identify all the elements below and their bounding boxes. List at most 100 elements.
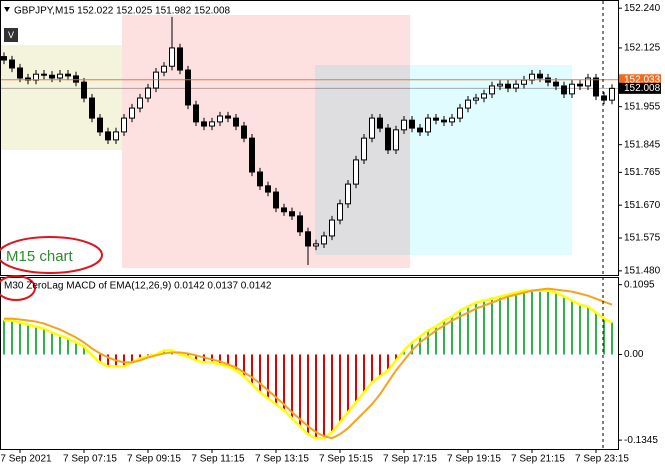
toggle-button[interactable]	[4, 28, 18, 42]
candle-body	[505, 83, 511, 89]
session-box	[0, 45, 122, 150]
candle-body	[145, 87, 151, 99]
toggle-button-label[interactable]: V	[8, 30, 14, 40]
candle-body	[593, 77, 599, 97]
candle-body	[193, 104, 199, 123]
x-tick-label: 7 Sep 09:15	[127, 454, 181, 465]
candle-body	[553, 81, 559, 87]
price-label: 152.008	[624, 83, 661, 94]
candle-body	[73, 75, 79, 83]
candle-body	[97, 117, 103, 133]
chart-title: GBPJPY,M15 152.022 152.025 151.982 152.0…	[14, 6, 231, 17]
candle-body	[217, 115, 223, 123]
candle-body	[457, 107, 463, 119]
candle-body	[201, 121, 207, 127]
candle-body	[161, 65, 167, 73]
candle-body	[65, 73, 71, 77]
candle-body	[401, 119, 407, 131]
y-tick-label: 152.125	[624, 43, 661, 54]
candle-body	[385, 127, 391, 151]
candle-body	[585, 77, 591, 87]
macd-frame	[0, 277, 619, 450]
x-tick-label: 7 Sep 23:15	[575, 454, 629, 465]
candle-body	[169, 47, 175, 67]
annotation: M15 chart	[6, 248, 74, 265]
x-tick-label: 7 Sep 11:15	[191, 454, 245, 465]
candle-body	[473, 97, 479, 101]
candle-body	[561, 85, 567, 95]
x-tick-label: 7 Sep 07:15	[63, 454, 117, 465]
y-tick-label: 151.480	[624, 265, 661, 276]
candle-body	[137, 97, 143, 109]
x-tick-label: 7 Sep 13:15	[255, 454, 309, 465]
x-tick-label: 7 Sep 17:15	[383, 454, 437, 465]
macd-pane	[3, 287, 613, 440]
candle-body	[129, 107, 135, 119]
price-label-box	[619, 82, 661, 94]
candle-body	[449, 117, 455, 123]
candle-body	[289, 211, 295, 217]
candle-body	[1, 56, 7, 61]
candle-body	[57, 73, 63, 79]
candle-body	[609, 87, 615, 101]
candle-body	[513, 83, 519, 89]
indicator-title: M30 ZeroLag MACD of EMA(12,26,9) 0.0142 …	[4, 281, 272, 292]
y-tick-label: 152.240	[624, 3, 661, 14]
candle-body	[577, 83, 583, 87]
candle-body	[313, 243, 319, 247]
candle-body	[425, 117, 431, 133]
candle-body	[321, 235, 327, 245]
candle-body	[281, 207, 287, 213]
candle-body	[537, 73, 543, 79]
x-tick-label: 7 Sep 21:15	[511, 454, 565, 465]
candle-body	[489, 85, 495, 95]
candle-body	[257, 171, 263, 187]
candle-body	[433, 117, 439, 121]
candle-body	[265, 185, 271, 193]
candle-body	[521, 79, 527, 85]
y-tick-label: 0.00	[624, 349, 644, 360]
candle-body	[121, 117, 127, 133]
y-tick-label: 151.955	[624, 101, 661, 112]
price-label-box	[619, 74, 661, 86]
candle-body	[41, 73, 47, 76]
candle-body	[249, 137, 255, 173]
candle-body	[81, 81, 87, 99]
y-tick-label: 151.670	[624, 200, 661, 211]
candle-body	[273, 191, 279, 209]
candle-body	[497, 83, 503, 87]
annotation-circle	[0, 275, 36, 301]
candle-body	[345, 183, 351, 205]
candle-body	[49, 74, 55, 79]
candle-body	[225, 115, 231, 119]
candle-body	[601, 95, 607, 101]
candle-body	[409, 119, 415, 129]
candle-body	[329, 219, 335, 237]
candle-body	[417, 127, 423, 133]
candle-body	[481, 93, 487, 99]
candle-body	[33, 73, 39, 81]
candle-body	[569, 83, 575, 95]
candle-body	[377, 117, 383, 129]
candle-body	[529, 73, 535, 81]
candle-body	[305, 231, 311, 247]
candle-body	[233, 117, 239, 127]
candle-body	[353, 159, 359, 185]
candle-body	[89, 97, 95, 119]
candle-body	[185, 69, 191, 106]
candle-body	[105, 131, 111, 141]
main-pane	[1, 16, 618, 265]
x-tick-label: 7 Sep 19:15	[447, 454, 501, 465]
x-tick-label: 7 Sep 15:15	[319, 454, 373, 465]
candle-body	[17, 67, 23, 79]
candle-body	[441, 119, 447, 123]
candle-body	[465, 99, 471, 109]
main-frame	[0, 0, 619, 276]
candle-body	[337, 203, 343, 221]
x-tick-label: 7 Sep 2021	[0, 454, 52, 465]
y-tick-label: 151.845	[624, 139, 661, 150]
y-tick-label: 151.765	[624, 167, 661, 178]
y-tick-label: 0.1095	[624, 279, 655, 290]
candle-body	[241, 125, 247, 139]
